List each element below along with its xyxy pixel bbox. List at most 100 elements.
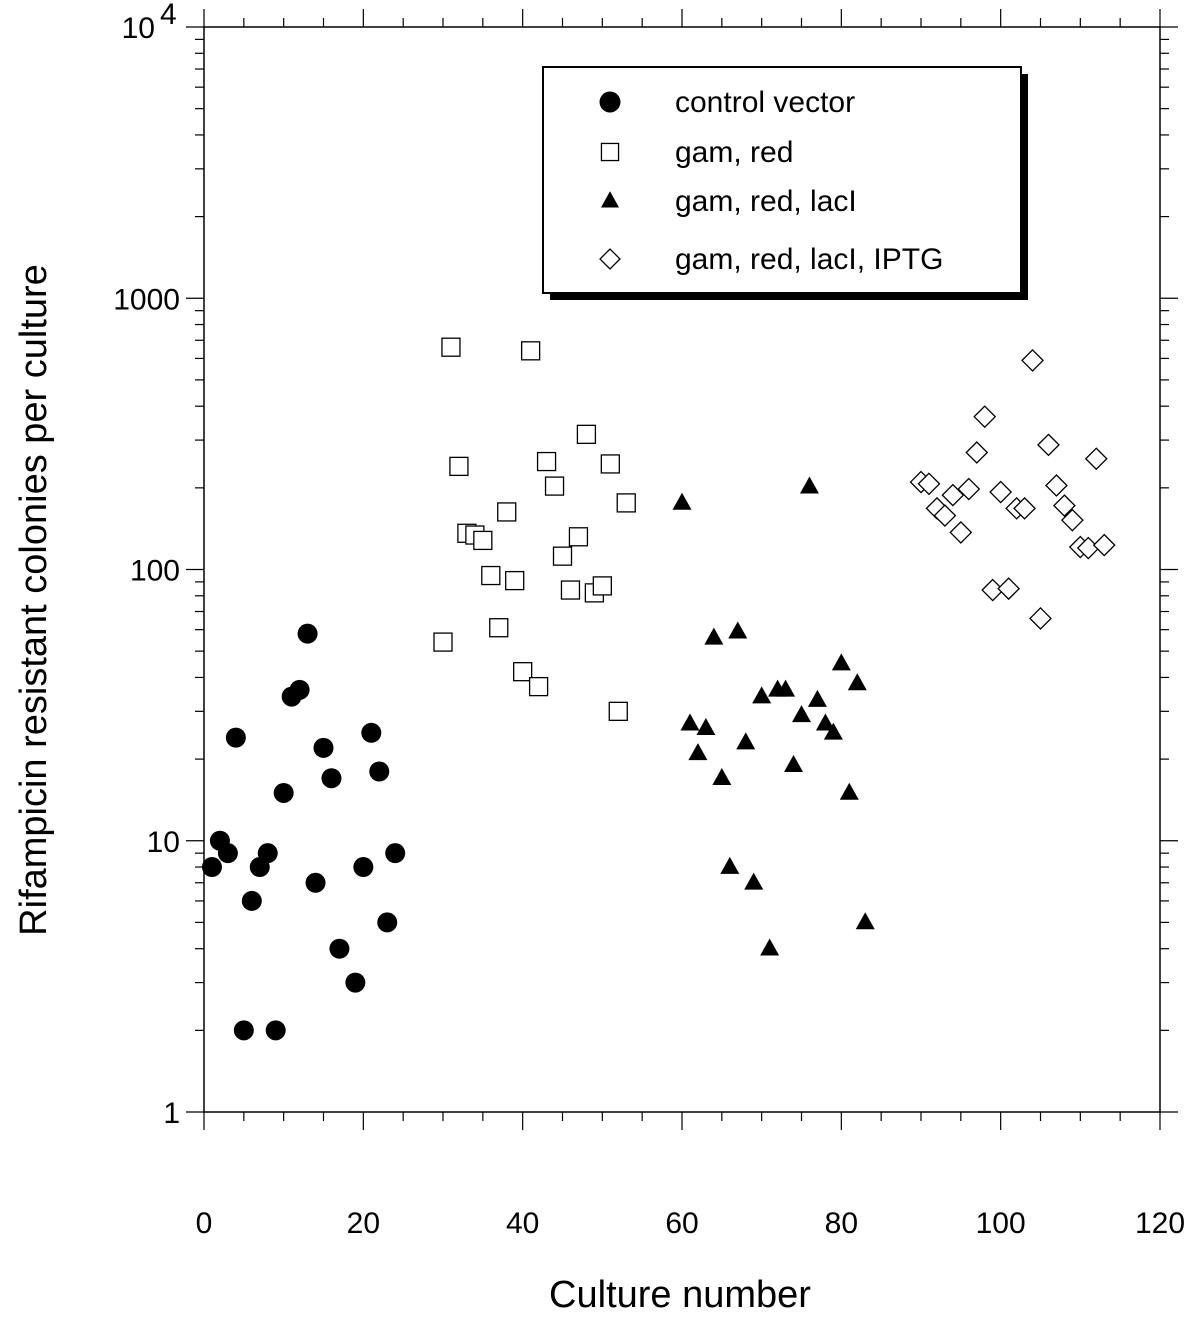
data-point-gam-red-laci [696, 717, 716, 735]
data-point-control-vector [385, 843, 406, 864]
data-point-gam-red [544, 476, 565, 496]
x-tick-label: 60 [665, 1207, 698, 1240]
legend-label-gam-red-laci-iptg: gam, red, lacI, IPTG [675, 243, 943, 276]
data-point-control-vector [297, 623, 318, 644]
data-point-gam-red-laci [855, 912, 875, 930]
data-points [201, 337, 1116, 1041]
x-tick-label: 80 [825, 1207, 858, 1240]
data-point-gam-red [528, 676, 549, 697]
data-point-gam-red-laci [672, 492, 692, 510]
data-point-control-vector [241, 890, 262, 911]
data-point-control-vector [329, 938, 350, 959]
data-point-gam-red-laci-iptg [1029, 607, 1052, 630]
x-tick-label: 0 [196, 1207, 213, 1240]
legend-label-gam-red: gam, red [675, 136, 793, 169]
data-point-gam-red [441, 337, 461, 357]
data-point-gam-red [489, 618, 509, 638]
data-point-gam-red-laci [736, 732, 756, 750]
legend-label-control-vector: control vector [675, 86, 855, 119]
data-point-gam-red [505, 570, 525, 591]
data-point-gam-red [433, 632, 453, 652]
data-point-gam-red-laci [720, 856, 740, 874]
data-point-gam-red-laci [815, 713, 835, 731]
data-point-gam-red [520, 341, 541, 361]
data-point-gam-red-laci [823, 722, 843, 740]
legend-marker-gam-red-laci [600, 191, 620, 208]
data-point-gam-red [616, 493, 636, 513]
data-point-gam-red-laci [712, 768, 732, 786]
x-tick-label: 100 [976, 1207, 1026, 1240]
data-point-gam-red-laci-iptg [1060, 508, 1084, 532]
y-tick-label: 1 [163, 1097, 180, 1130]
data-point-control-vector [201, 857, 222, 878]
legend-box [542, 66, 1022, 294]
data-point-gam-red [473, 530, 493, 551]
y-tick-label: 1000 [113, 283, 180, 316]
data-point-gam-red-laci-iptg [933, 504, 957, 528]
data-point-gam-red-laci [831, 653, 851, 671]
data-point-gam-red-laci-iptg [1013, 496, 1036, 520]
data-point-control-vector [369, 761, 390, 782]
data-point-gam-red-laci-iptg [1084, 447, 1108, 471]
data-point-gam-red [481, 565, 501, 586]
data-point-gam-red-laci-iptg [1021, 348, 1044, 372]
data-point-gam-red [497, 502, 517, 522]
data-point-gam-red-laci-iptg [1045, 474, 1068, 497]
data-point-gam-red-laci-iptg [1092, 533, 1116, 557]
data-point-gam-red-laci-iptg [997, 577, 1021, 601]
data-point-gam-red-laci [807, 689, 827, 707]
data-point-control-vector [257, 843, 278, 864]
data-point-gam-red [552, 546, 573, 566]
data-point-control-vector [305, 872, 326, 893]
data-point-gam-red-laci [847, 673, 867, 691]
x-tick-label: 40 [506, 1207, 539, 1240]
data-point-gam-red-laci-iptg [941, 483, 965, 507]
data-point-gam-red-laci-iptg [989, 480, 1013, 504]
data-point-gam-red-laci-iptg [957, 477, 981, 501]
data-point-gam-red-laci-iptg [965, 441, 989, 464]
data-point-gam-red-laci [799, 476, 819, 494]
data-point-gam-red-laci [792, 705, 811, 723]
x-tick-label: 120 [1135, 1207, 1185, 1240]
data-point-control-vector [289, 679, 310, 700]
data-point-gam-red [576, 424, 597, 444]
data-point-gam-red-laci-iptg [917, 472, 941, 496]
data-point-control-vector [265, 1020, 286, 1041]
data-point-control-vector [361, 722, 382, 743]
data-point-control-vector [345, 972, 366, 993]
y-axis-title: Rifampicin resistant colonies per cultur… [13, 264, 55, 936]
data-point-gam-red-laci [704, 627, 724, 645]
data-point-gam-red-laci [776, 679, 796, 697]
data-point-control-vector [273, 782, 294, 803]
data-point-control-vector [353, 857, 374, 878]
legend-marker-gam-red-laci-iptg [599, 248, 621, 270]
x-axis-title: Culture number [549, 1274, 811, 1316]
data-point-control-vector [233, 1020, 254, 1041]
data-point-gam-red [592, 576, 612, 596]
data-point-gam-red-laci-iptg [949, 520, 973, 544]
data-point-control-vector [217, 843, 238, 864]
y-tick-label: 10 [147, 826, 180, 859]
legend: control vector gam, red gam, red, lacI g… [542, 66, 1028, 300]
legend-marker-gam-red [600, 142, 620, 162]
legend-label-gam-red-laci: gam, red, lacI [675, 185, 857, 218]
data-point-gam-red [608, 701, 628, 721]
data-point-gam-red-laci [744, 872, 764, 890]
data-point-gam-red-laci [680, 713, 700, 731]
data-point-gam-red-laci [752, 686, 772, 704]
data-point-gam-red-laci-iptg [1037, 433, 1060, 457]
data-point-control-vector [377, 912, 398, 933]
y-tick-label-exponent: 4 [160, 0, 177, 31]
data-point-control-vector [321, 768, 342, 789]
data-point-gam-red-laci [760, 938, 780, 956]
data-point-gam-red-laci [688, 743, 708, 761]
data-point-gam-red-laci [728, 621, 748, 639]
data-point-gam-red-laci [784, 754, 804, 772]
data-point-gam-red [513, 662, 533, 682]
data-point-gam-red [568, 527, 589, 547]
data-point-gam-red [449, 456, 469, 477]
data-point-gam-red-laci-iptg [1052, 494, 1076, 518]
data-point-gam-red [536, 451, 557, 472]
data-point-gam-red [560, 580, 581, 600]
